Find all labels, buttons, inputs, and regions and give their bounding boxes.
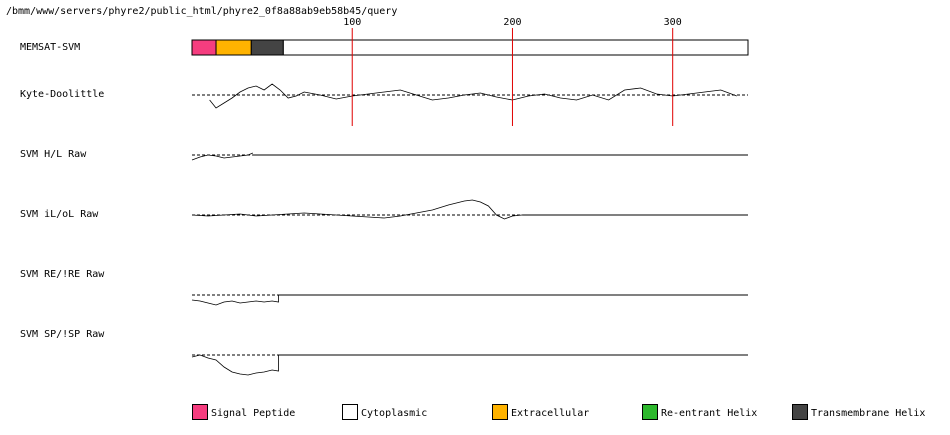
legend-swatch: [792, 404, 808, 420]
track-label: SVM iL/oL Raw: [20, 209, 99, 220]
profile-line: [191, 295, 279, 306]
segment: [191, 39, 217, 56]
profile-line: [191, 152, 254, 161]
segment: [282, 39, 749, 56]
track-label: SVM H/L Raw: [20, 149, 87, 160]
legend-label: Extracellular: [511, 408, 589, 419]
legend-swatch: [192, 404, 208, 420]
track-label: MEMSAT-SVM: [20, 42, 80, 53]
segment: [250, 39, 284, 56]
legend-swatch: [342, 404, 358, 420]
profile-line: [209, 83, 737, 109]
x-tick-label: 100: [343, 17, 361, 28]
profile-line: [191, 354, 279, 376]
segment: [215, 39, 252, 56]
track-label: SVM SP/!SP Raw: [20, 329, 105, 340]
legend-label: Re-entrant Helix: [661, 408, 757, 419]
x-tick-label: 200: [503, 17, 521, 28]
legend-label: Signal Peptide: [211, 408, 295, 419]
legend-label: Cytoplasmic: [361, 408, 427, 419]
profile-line: [191, 199, 523, 220]
legend-swatch: [492, 404, 508, 420]
track-label: SVM RE/!RE Raw: [20, 269, 105, 280]
legend-swatch: [642, 404, 658, 420]
url: /bmm/www/servers/phyre2/public_html/phyr…: [6, 6, 397, 17]
x-tick-label: 300: [664, 17, 682, 28]
track-label: Kyte-Doolittle: [20, 89, 104, 100]
legend-label: Transmembrane Helix: [811, 408, 925, 419]
